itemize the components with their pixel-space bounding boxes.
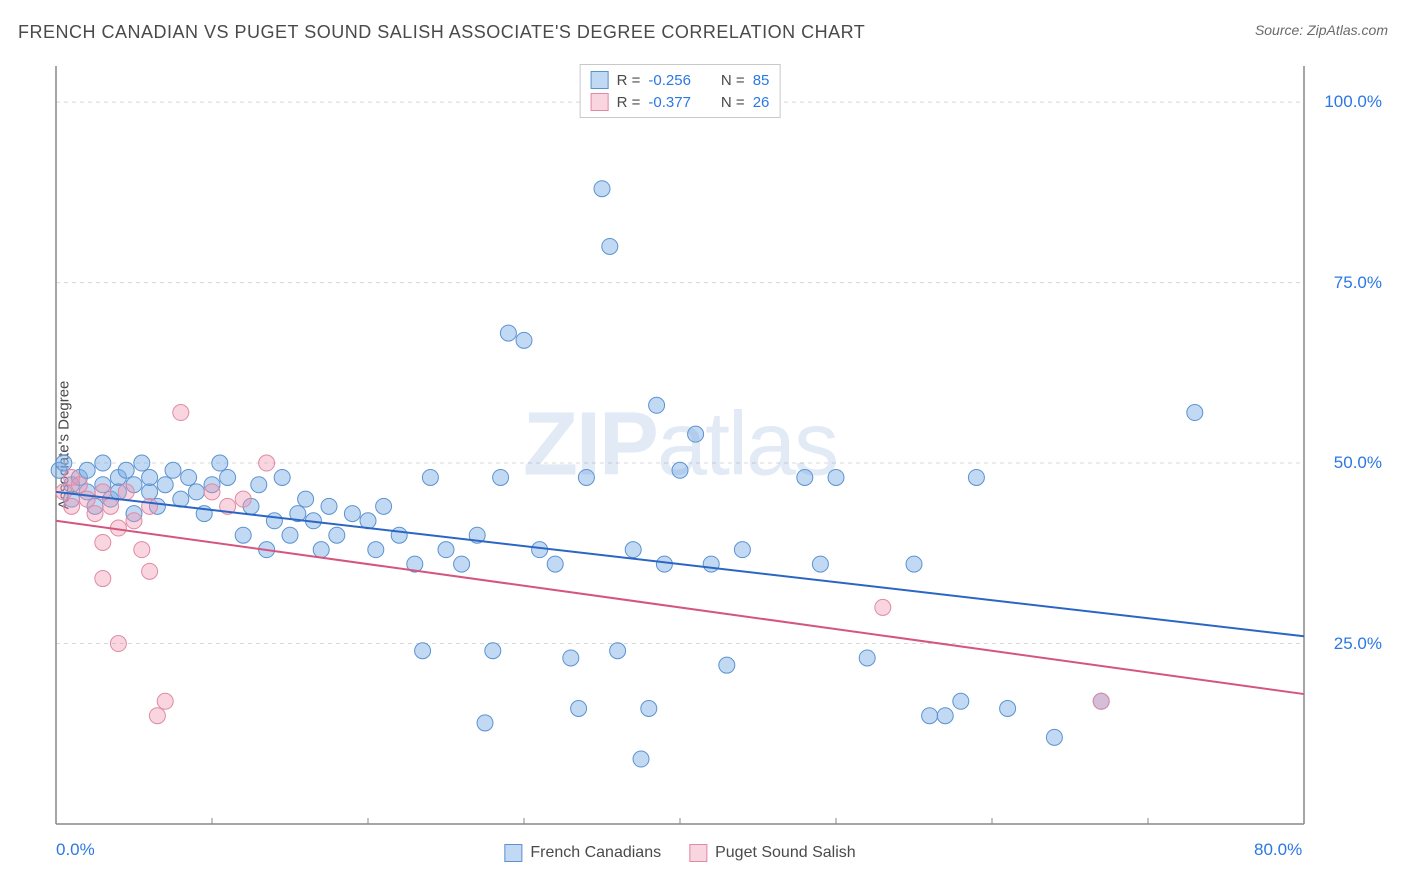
legend-series-label: Puget Sound Salish: [715, 844, 856, 862]
series-legend: French Canadians Puget Sound Salish: [504, 844, 855, 862]
legend-series-item: French Canadians: [504, 844, 661, 862]
legend-swatch: [504, 844, 522, 862]
n-label: N =: [721, 94, 745, 111]
n-value: 26: [753, 94, 770, 111]
chart-title: FRENCH CANADIAN VS PUGET SOUND SALISH AS…: [18, 22, 1388, 43]
source-attribution: Source: ZipAtlas.com: [1255, 22, 1388, 38]
r-label: R =: [617, 72, 641, 89]
legend-swatch: [689, 844, 707, 862]
y-tick-label: 75.0%: [1334, 273, 1382, 293]
legend-stat-row: R = -0.256 N = 85: [591, 69, 770, 91]
y-tick-label: 50.0%: [1334, 453, 1382, 473]
n-label: N =: [721, 72, 745, 89]
legend-swatch: [591, 93, 609, 111]
correlation-legend: R = -0.256 N = 85 R = -0.377 N = 26: [580, 64, 781, 118]
x-tick-label: 80.0%: [1254, 840, 1302, 860]
chart-area: Associate's Degree ZIPatlas R = -0.256 N…: [50, 60, 1310, 830]
y-tick-label: 25.0%: [1334, 634, 1382, 654]
y-tick-label: 100.0%: [1324, 92, 1382, 112]
chart-header: FRENCH CANADIAN VS PUGET SOUND SALISH AS…: [18, 22, 1388, 50]
n-value: 85: [753, 72, 770, 89]
legend-swatch: [591, 71, 609, 89]
legend-series-item: Puget Sound Salish: [689, 844, 856, 862]
legend-series-label: French Canadians: [530, 844, 661, 862]
legend-stat-row: R = -0.377 N = 26: [591, 91, 770, 113]
r-value: -0.256: [648, 72, 691, 89]
r-value: -0.377: [648, 94, 691, 111]
scatter-plot: [50, 60, 1310, 830]
r-label: R =: [617, 94, 641, 111]
x-tick-label: 0.0%: [56, 840, 95, 860]
